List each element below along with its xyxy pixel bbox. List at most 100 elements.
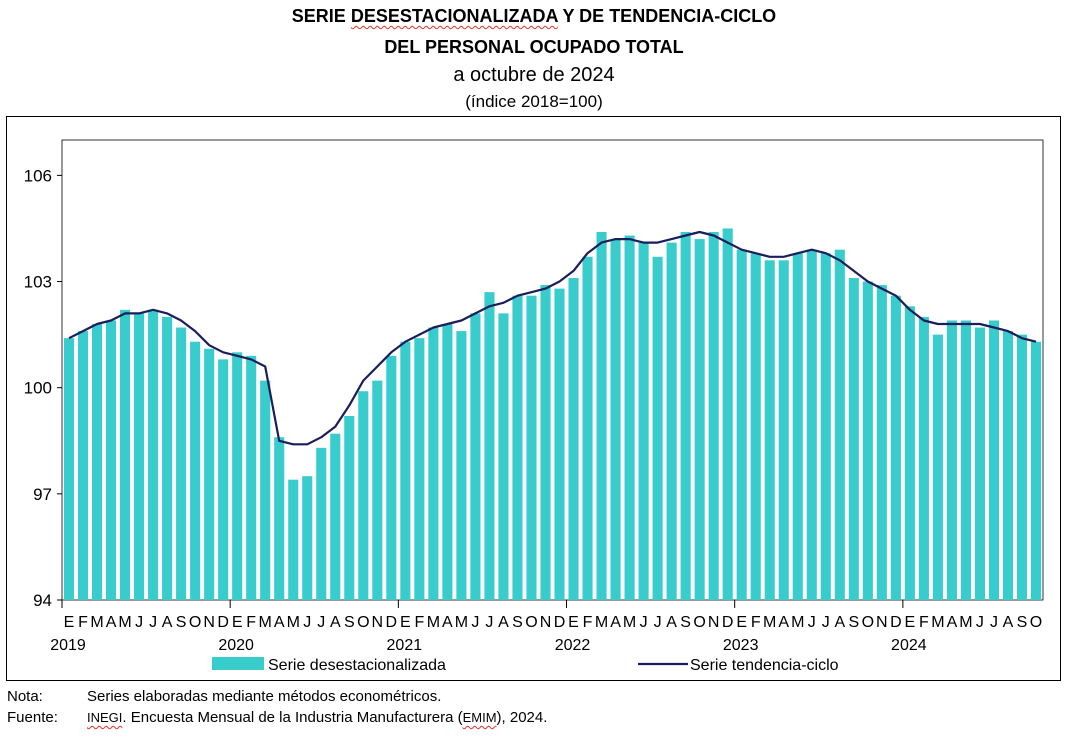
x-month-label: F (919, 614, 929, 631)
bar (176, 327, 187, 600)
bar (764, 260, 775, 600)
bar (988, 320, 999, 600)
note-text: Series elaboradas mediante métodos econo… (87, 688, 442, 705)
note-label: Nota: (7, 688, 43, 705)
legend-line-label: Serie tendencia-ciclo (690, 657, 839, 674)
bar (722, 228, 733, 600)
x-month-label: F (78, 614, 88, 631)
y-tick-label: 100 (24, 379, 52, 398)
source-inegi: INEGI (87, 710, 123, 725)
bar (63, 338, 75, 600)
x-month-label: N (876, 614, 888, 631)
x-month-label: A (778, 614, 789, 631)
x-month-label: D (386, 614, 398, 631)
bar (806, 249, 817, 600)
note-line: Nota: Series elaboradas mediante métodos … (7, 688, 441, 705)
bar (932, 334, 943, 600)
x-month-label: A (442, 614, 453, 631)
x-month-label: M (623, 614, 636, 631)
x-month-label: N (540, 614, 552, 631)
bar (778, 260, 789, 600)
bar (456, 331, 467, 600)
x-month-label: A (1003, 614, 1014, 631)
source-line: Fuente: INEGI. Encuesta Mensual de la Ind… (7, 709, 547, 726)
x-month-label: S (176, 614, 187, 631)
bar (750, 253, 761, 600)
x-month-label: S (512, 614, 523, 631)
bar (512, 295, 523, 600)
x-month-label: A (498, 614, 509, 631)
bar (694, 239, 705, 601)
bar (596, 232, 607, 600)
chart-title-line2: DEL PERSONAL OCUPADO TOTAL (384, 37, 684, 57)
x-month-label: M (427, 614, 440, 631)
x-month-label: O (1030, 614, 1042, 631)
bar (680, 232, 691, 600)
x-month-label: J (317, 614, 325, 631)
source-label: Fuente: (7, 709, 58, 726)
bar (904, 306, 915, 600)
bar (372, 380, 383, 600)
bar (666, 242, 677, 600)
bar (1002, 331, 1014, 600)
x-month-label: S (848, 614, 859, 631)
x-month-label: M (763, 614, 776, 631)
bar (260, 380, 271, 600)
bar (820, 253, 831, 600)
bar (792, 253, 803, 600)
x-month-label: N (708, 614, 720, 631)
x-month-label: A (162, 614, 173, 631)
bar (428, 327, 439, 600)
bar (708, 232, 719, 600)
bar (624, 235, 635, 601)
y-tick-label: 97 (33, 485, 52, 504)
bar (526, 295, 537, 600)
bar (540, 285, 551, 600)
x-year-label: 2019 (50, 637, 86, 654)
x-month-label: M (595, 614, 608, 631)
x-month-label: J (808, 614, 816, 631)
title-part3: Y DE TENDENCIA-CICLO (557, 6, 777, 26)
bar (386, 355, 397, 600)
bar (554, 288, 565, 600)
bar (148, 309, 159, 600)
x-month-label: M (455, 614, 468, 631)
x-month-label: A (330, 614, 341, 631)
bar (876, 285, 887, 600)
bar (442, 324, 453, 600)
x-month-label: M (287, 614, 300, 631)
bar (862, 281, 873, 600)
bar (414, 338, 425, 600)
x-year-label: 2024 (891, 637, 927, 654)
bar (274, 437, 285, 600)
chart-units: (índice 2018=100) (465, 92, 603, 111)
x-month-label: E (64, 614, 75, 631)
bar (610, 239, 621, 601)
x-month-label: E (568, 614, 579, 631)
bar (330, 433, 341, 600)
x-month-label: J (471, 614, 479, 631)
y-tick-label: 103 (24, 273, 52, 292)
bar (204, 348, 215, 600)
source-text2: ), 2024. (496, 709, 548, 726)
bar (918, 316, 929, 600)
x-month-label: E (736, 614, 747, 631)
x-month-label: F (751, 614, 761, 631)
x-month-label: F (583, 614, 593, 631)
bar (652, 256, 663, 600)
x-month-label: M (959, 614, 972, 631)
x-month-label: E (905, 614, 916, 631)
x-month-label: M (259, 614, 272, 631)
bar (134, 313, 145, 600)
x-month-label: S (680, 614, 691, 631)
bar (848, 278, 859, 600)
x-month-label: J (149, 614, 157, 631)
x-month-label: D (890, 614, 902, 631)
bar (890, 295, 901, 600)
y-tick-label: 106 (24, 166, 52, 185)
plot-area (61, 139, 1044, 601)
bar (736, 249, 747, 600)
title-part2: DESESTACIONALIZADA (350, 6, 558, 26)
x-month-label: D (217, 614, 229, 631)
